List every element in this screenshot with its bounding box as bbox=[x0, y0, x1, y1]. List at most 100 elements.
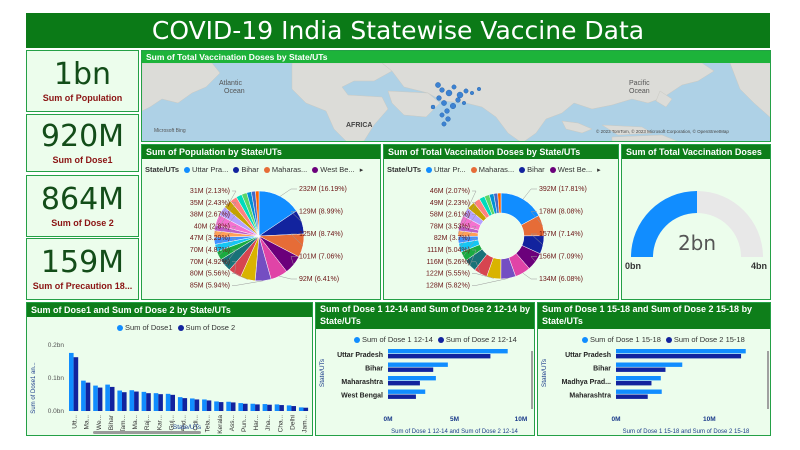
legend-item[interactable]: Sum of Dose 2 15-18 bbox=[665, 335, 745, 344]
dose15-bar-panel[interactable]: Sum of Dose 1 15-18 and Sum of Dose 2 15… bbox=[537, 302, 771, 436]
legend-item[interactable]: Uttar Pr... bbox=[426, 165, 466, 174]
column-bar[interactable] bbox=[117, 390, 122, 411]
column-bar[interactable] bbox=[202, 399, 207, 411]
h-bar[interactable] bbox=[388, 362, 448, 367]
dose12-bar-chart[interactable]: Uttar Pradesh Bihar Maharashtra West Bengal… bbox=[316, 343, 536, 437]
legend-next-arrow[interactable]: ▸ bbox=[359, 166, 364, 174]
kpi-card-dose1[interactable]: 920M Sum of Dose1 bbox=[26, 114, 139, 172]
slice-data-label: 128M (5.82%) bbox=[426, 282, 470, 289]
column-bar[interactable] bbox=[250, 403, 256, 411]
column-bar[interactable] bbox=[214, 401, 219, 411]
column-bar[interactable] bbox=[255, 404, 260, 411]
kpi-card-precaution[interactable]: 159M Sum of Precaution 18... bbox=[26, 238, 139, 300]
world-map[interactable]: Atlantic Ocean Pacific Ocean AFRICA Micr… bbox=[142, 63, 771, 142]
column-bar[interactable] bbox=[190, 398, 195, 411]
column-bar[interactable] bbox=[97, 387, 103, 411]
column-bar[interactable] bbox=[85, 382, 91, 411]
legend-item[interactable]: Sum of Dose 1 12-14 bbox=[354, 335, 433, 344]
h-bar[interactable] bbox=[616, 362, 683, 367]
h-bar[interactable] bbox=[616, 394, 648, 399]
column-bar[interactable] bbox=[230, 402, 236, 411]
legend-title: State/UTs bbox=[387, 165, 422, 174]
legend-item[interactable]: West Be... bbox=[549, 165, 592, 174]
column-bar[interactable] bbox=[146, 393, 151, 411]
column-bar[interactable] bbox=[206, 400, 212, 411]
column-bar[interactable] bbox=[291, 406, 296, 411]
column-bar[interactable] bbox=[177, 397, 183, 411]
h-bar[interactable] bbox=[616, 376, 661, 381]
column-bar[interactable] bbox=[93, 385, 98, 411]
map-panel[interactable]: Sum of Total Vaccination Doses by State/… bbox=[141, 50, 771, 142]
h-bar[interactable] bbox=[388, 381, 420, 386]
h-bar[interactable] bbox=[616, 381, 652, 386]
column-bar[interactable] bbox=[170, 394, 175, 411]
column-bar[interactable] bbox=[267, 404, 272, 411]
column-bar[interactable] bbox=[226, 401, 231, 411]
dose-column-chart[interactable]: 0.2bn 0.1bn 0.0bn Sum of Dose1 an... Utt... M… bbox=[27, 333, 314, 437]
h-bar[interactable] bbox=[616, 367, 666, 372]
gauge-panel[interactable]: Sum of Total Vaccination Doses 2bn 0bn 4… bbox=[621, 144, 771, 300]
h-bar[interactable] bbox=[616, 349, 746, 354]
column-bar[interactable] bbox=[286, 405, 292, 411]
gauge-chart[interactable] bbox=[622, 159, 772, 299]
dose-column-panel[interactable]: Sum of Dose1 and Sum of Dose 2 by State/… bbox=[26, 302, 313, 436]
doses-donut-panel[interactable]: Sum of Total Vaccination Doses by State/… bbox=[383, 144, 619, 300]
legend-item[interactable]: Sum of Dose 1 15-18 bbox=[582, 335, 661, 344]
legend-item[interactable]: Maharas... bbox=[263, 165, 307, 174]
column-bar[interactable] bbox=[129, 390, 135, 411]
population-pie-chart[interactable]: 232M (16.19%) 129M (8.99%) 125M (8.74%) 101… bbox=[142, 173, 382, 301]
legend-item[interactable]: Sum of Dose1 bbox=[117, 323, 173, 332]
column-bar[interactable] bbox=[121, 392, 127, 411]
h-bar[interactable] bbox=[388, 367, 434, 372]
column-bar[interactable] bbox=[218, 402, 224, 411]
column-bar[interactable] bbox=[242, 403, 248, 411]
h-bar[interactable] bbox=[388, 394, 416, 399]
legend-item[interactable]: Uttar Pra... bbox=[184, 165, 228, 174]
column-bar[interactable] bbox=[105, 384, 110, 411]
column-bar[interactable] bbox=[303, 407, 309, 411]
column-bar[interactable] bbox=[158, 394, 163, 411]
column-bar[interactable] bbox=[165, 393, 171, 411]
population-pie-panel[interactable]: Sum of Population by State/UTs State/UTs… bbox=[141, 144, 381, 300]
legend-item[interactable]: Sum of Dose 2 bbox=[177, 323, 235, 332]
h-bar[interactable] bbox=[616, 354, 742, 359]
column-bar[interactable] bbox=[182, 398, 188, 411]
column-bar[interactable] bbox=[109, 386, 115, 411]
column-bar[interactable] bbox=[153, 393, 159, 411]
h-bar[interactable] bbox=[388, 389, 426, 394]
legend-item[interactable]: Bihar bbox=[233, 165, 259, 174]
kpi-card-dose2[interactable]: 864M Sum of Dose 2 bbox=[26, 175, 139, 237]
legend-next-arrow[interactable]: ▸ bbox=[597, 166, 601, 174]
kpi-card-population[interactable]: 1bn Sum of Population bbox=[26, 50, 139, 112]
x-tick-label: And... bbox=[180, 415, 187, 432]
pie-slice[interactable] bbox=[255, 190, 260, 237]
column-bar[interactable] bbox=[238, 403, 243, 411]
column-bar[interactable] bbox=[274, 404, 280, 411]
column-bar[interactable] bbox=[194, 399, 200, 411]
dose12-bar-panel[interactable]: Sum of Dose 1 12-14 and Sum of Dose 2 12… bbox=[315, 302, 535, 436]
legend-item[interactable]: Sum of Dose 2 12-14 bbox=[437, 335, 517, 344]
column-bar[interactable] bbox=[262, 404, 268, 411]
pie-slice[interactable] bbox=[497, 192, 502, 214]
vertical-scrollbar[interactable] bbox=[767, 351, 769, 409]
column-bar[interactable] bbox=[81, 380, 86, 411]
column-bar[interactable] bbox=[141, 391, 147, 411]
column-bar[interactable] bbox=[69, 352, 74, 411]
legend-item[interactable]: Maharas... bbox=[470, 165, 514, 174]
h-bar[interactable] bbox=[616, 389, 662, 394]
kpi-value: 1bn bbox=[53, 56, 112, 92]
horizontal-scrollbar[interactable] bbox=[93, 431, 201, 434]
doses-donut-chart[interactable]: 392M (17.81%) 178M (8.08%) 157M (7.14%) 156… bbox=[384, 173, 620, 301]
column-bar[interactable] bbox=[279, 405, 284, 411]
column-bar[interactable] bbox=[298, 407, 304, 411]
vertical-scrollbar[interactable] bbox=[531, 351, 533, 409]
legend-item[interactable]: West Be... bbox=[312, 165, 355, 174]
dose15-bar-chart[interactable]: Uttar Pradesh Bihar Madhya Prad... Maharash… bbox=[538, 343, 772, 437]
h-bar[interactable] bbox=[388, 376, 436, 381]
h-bar[interactable] bbox=[388, 349, 508, 354]
column-bar[interactable] bbox=[134, 391, 139, 411]
column-bar[interactable] bbox=[73, 357, 79, 411]
legend-dot bbox=[437, 336, 444, 343]
legend-item[interactable]: Bihar bbox=[519, 165, 545, 174]
h-bar[interactable] bbox=[388, 354, 491, 359]
